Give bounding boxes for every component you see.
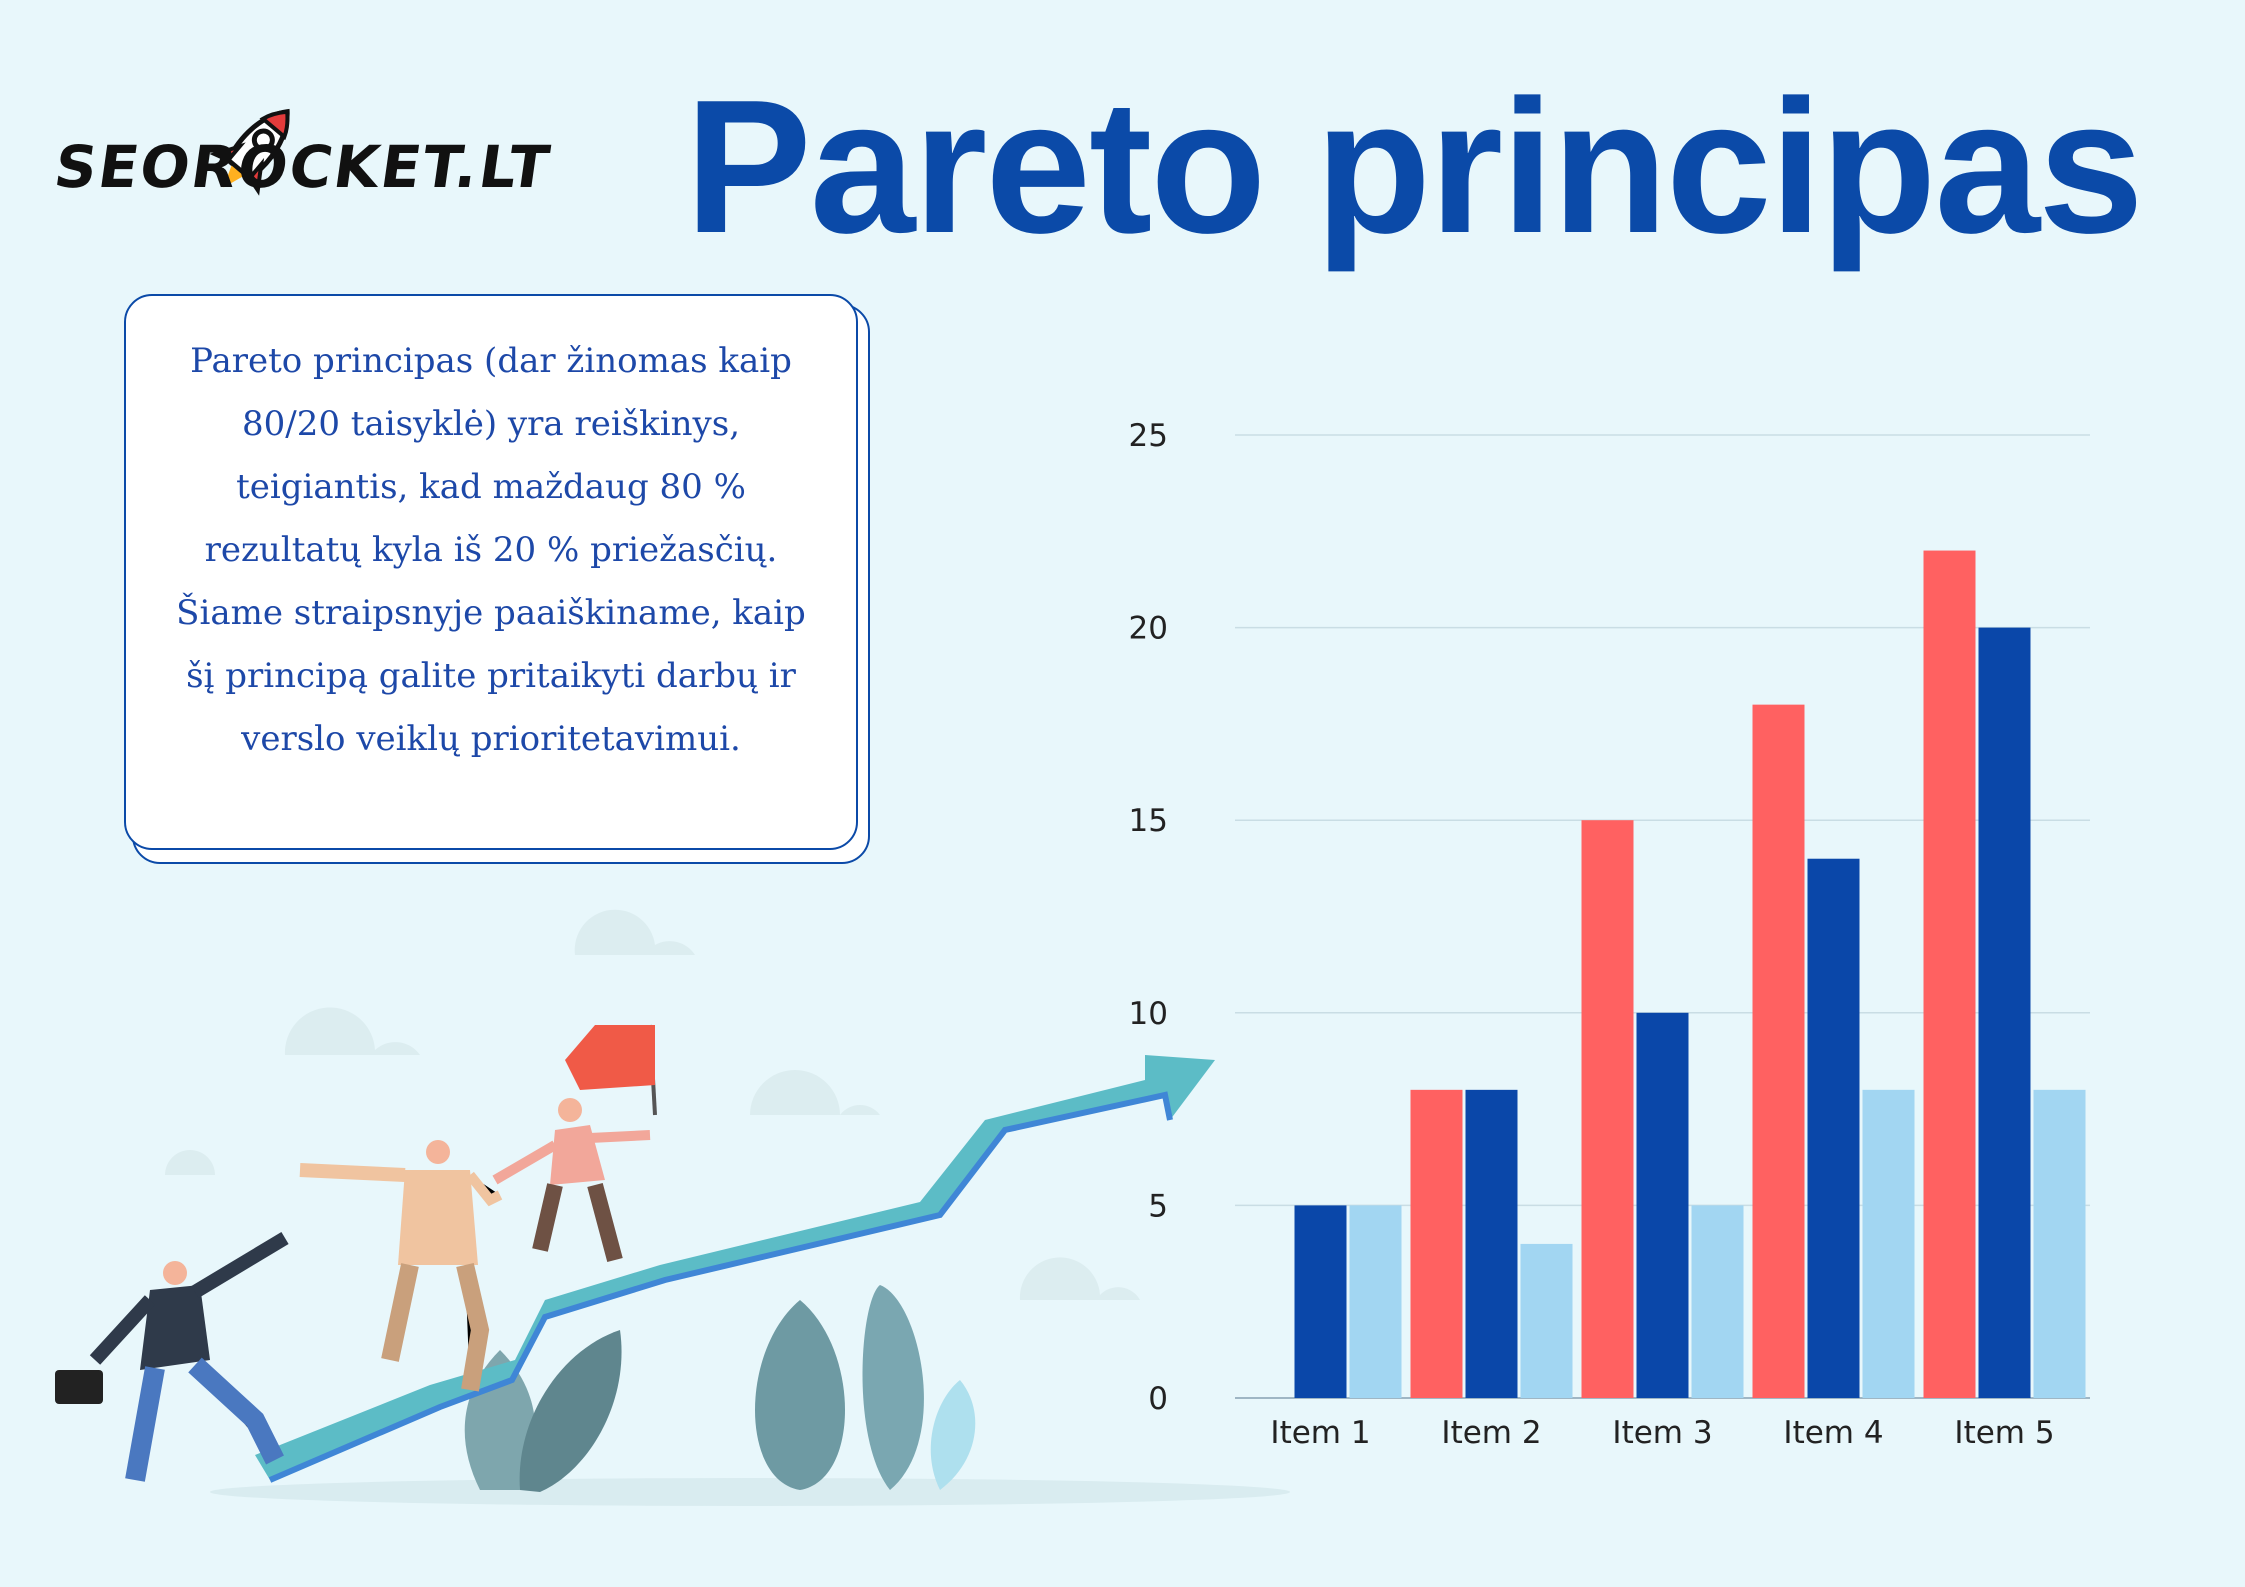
y-tick-label: 0 xyxy=(1148,1381,1168,1417)
x-tick-label: Item 5 xyxy=(1954,1415,2054,1451)
bar-series-3-2 xyxy=(1520,1243,1573,1398)
y-tick-label: 15 xyxy=(1129,803,1168,839)
x-tick-label: Item 3 xyxy=(1612,1415,1712,1451)
bar-series-1-5 xyxy=(1923,550,1976,1398)
x-tick-label: Item 2 xyxy=(1441,1415,1541,1451)
cloud-icon xyxy=(284,1007,420,1055)
growth-arrow-icon xyxy=(255,1055,1215,1480)
flag-icon xyxy=(565,1024,657,1116)
bar-series-2-5 xyxy=(1978,627,2031,1398)
briefcase-icon xyxy=(55,1370,103,1404)
description-card: Pareto principas (dar žinomas kaip 80/20… xyxy=(124,294,858,850)
y-axis-ticks: 0 5 10 15 20 25 xyxy=(1129,418,1168,1417)
cloud-icon xyxy=(574,909,695,955)
bar-series-1-2 xyxy=(1410,1089,1463,1398)
person-icon xyxy=(55,1231,289,1482)
y-tick-label: 20 xyxy=(1129,611,1168,647)
bar-series-2-1 xyxy=(1294,1205,1347,1398)
x-axis-ticks: Item 1 Item 2 Item 3 Item 4 Item 5 xyxy=(1270,1415,2054,1451)
cloud-icon xyxy=(750,1070,880,1115)
bar-series-3-1 xyxy=(1349,1205,1402,1398)
x-tick-label: Item 1 xyxy=(1270,1415,1370,1451)
bar-series-2-2 xyxy=(1465,1089,1518,1398)
bar-series-1-3 xyxy=(1581,820,1634,1398)
chart-bars xyxy=(1294,550,2086,1398)
y-tick-label: 5 xyxy=(1148,1188,1168,1224)
description-text: Pareto principas (dar žinomas kaip 80/20… xyxy=(176,341,806,759)
person-icon xyxy=(299,1140,503,1392)
bar-series-3-3 xyxy=(1691,1205,1744,1398)
person-icon xyxy=(492,1098,651,1263)
bar-series-2-3 xyxy=(1636,1012,1689,1398)
bar-series-1-4 xyxy=(1752,704,1805,1398)
rocket-icon xyxy=(209,108,290,196)
plant-icon xyxy=(464,1285,976,1492)
ground-shadow xyxy=(210,1478,1290,1506)
cloud-icon xyxy=(1019,1257,1140,1300)
page-title: Pareto principas xyxy=(685,61,2144,273)
y-tick-label: 10 xyxy=(1129,996,1168,1032)
bar-series-3-5 xyxy=(2033,1089,2086,1398)
y-tick-label: 25 xyxy=(1129,418,1168,454)
bar-series-2-4 xyxy=(1807,858,1860,1398)
x-tick-label: Item 4 xyxy=(1783,1415,1883,1451)
logo: SEOROCKET.LT xyxy=(50,95,625,205)
bar-series-3-4 xyxy=(1862,1089,1915,1398)
cloud-icon xyxy=(165,1150,215,1175)
growth-illustration xyxy=(55,909,1290,1506)
arrow-edge xyxy=(268,1091,1173,1483)
logo-text: SEOROCKET.LT xyxy=(50,133,556,201)
